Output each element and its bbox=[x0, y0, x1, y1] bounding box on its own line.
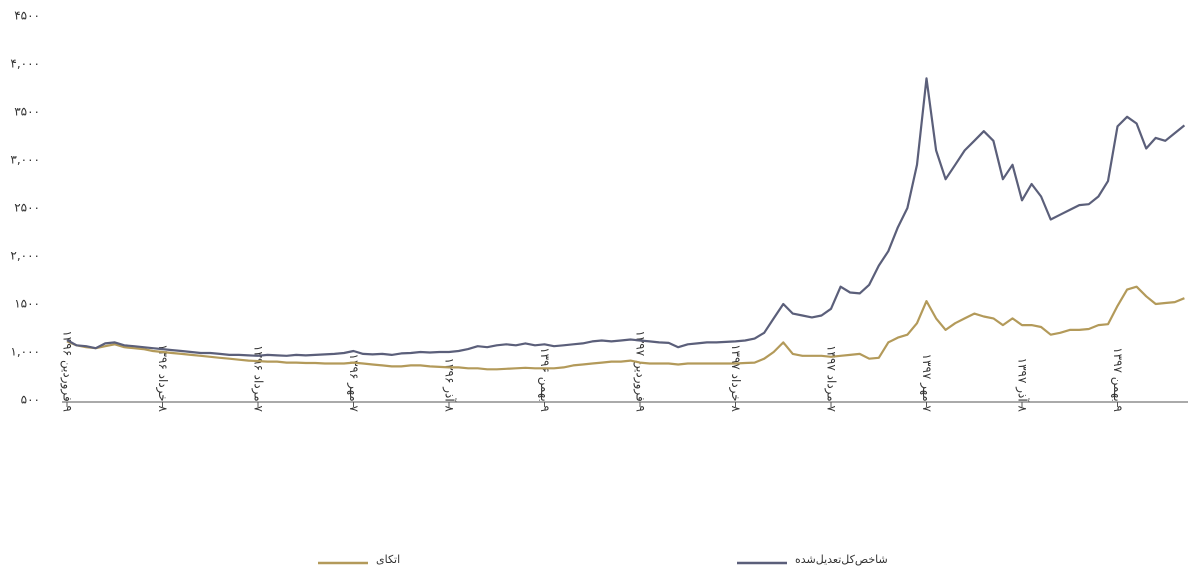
x-tick-label: ۸ آذر ۱۳۹۷ bbox=[1015, 358, 1031, 413]
y-tick-label: ۱,۰۰۰ bbox=[10, 345, 40, 359]
y-tick-label: ۵۰۰ bbox=[21, 393, 40, 407]
x-tick-label: ۹ فروردین ۱۳۹۶ bbox=[60, 330, 75, 412]
x-tick-label: ۸ خرداد ۱۳۹۷ bbox=[728, 344, 743, 412]
series-line bbox=[66, 285, 1185, 371]
x-tick-label: ۸ آذر ۱۳۹۶ bbox=[442, 358, 458, 413]
y-tick-label: ۳,۰۰۰ bbox=[10, 153, 40, 167]
y-tick-label: ۲۵۰۰ bbox=[14, 201, 40, 215]
y-tick-label: ۴,۰۰۰ bbox=[10, 57, 40, 71]
y-tick-label: ۴۵۰۰ bbox=[14, 9, 40, 23]
x-tick-label: ۹ بهمن ۱۳۹۶ bbox=[537, 347, 552, 412]
y-tick-label: ۲,۰۰۰ bbox=[10, 249, 40, 263]
series-line bbox=[66, 77, 1186, 357]
x-tick-label: ۷ مهر ۱۳۹۶ bbox=[346, 354, 361, 413]
x-tick-label: ۷ مهر ۱۳۹۷ bbox=[919, 354, 934, 413]
x-tick-label: ۹ فروردین ۱۳۹۷ bbox=[633, 330, 648, 412]
legend-label: شاخص‌کل‌تعدیل‌شده bbox=[795, 553, 888, 566]
x-tick-label: ۷ مرداد ۱۳۹۷ bbox=[824, 345, 839, 412]
y-tick-label: ۱۵۰۰ bbox=[14, 297, 40, 311]
x-tick-label: ۸ خرداد ۱۳۹۶ bbox=[155, 344, 170, 412]
y-tick-label: ۳۵۰۰ bbox=[14, 105, 40, 119]
x-tick-label: ۹ بهمن ۱۳۹۷ bbox=[1110, 347, 1125, 412]
legend-label: اتکای bbox=[376, 553, 400, 566]
